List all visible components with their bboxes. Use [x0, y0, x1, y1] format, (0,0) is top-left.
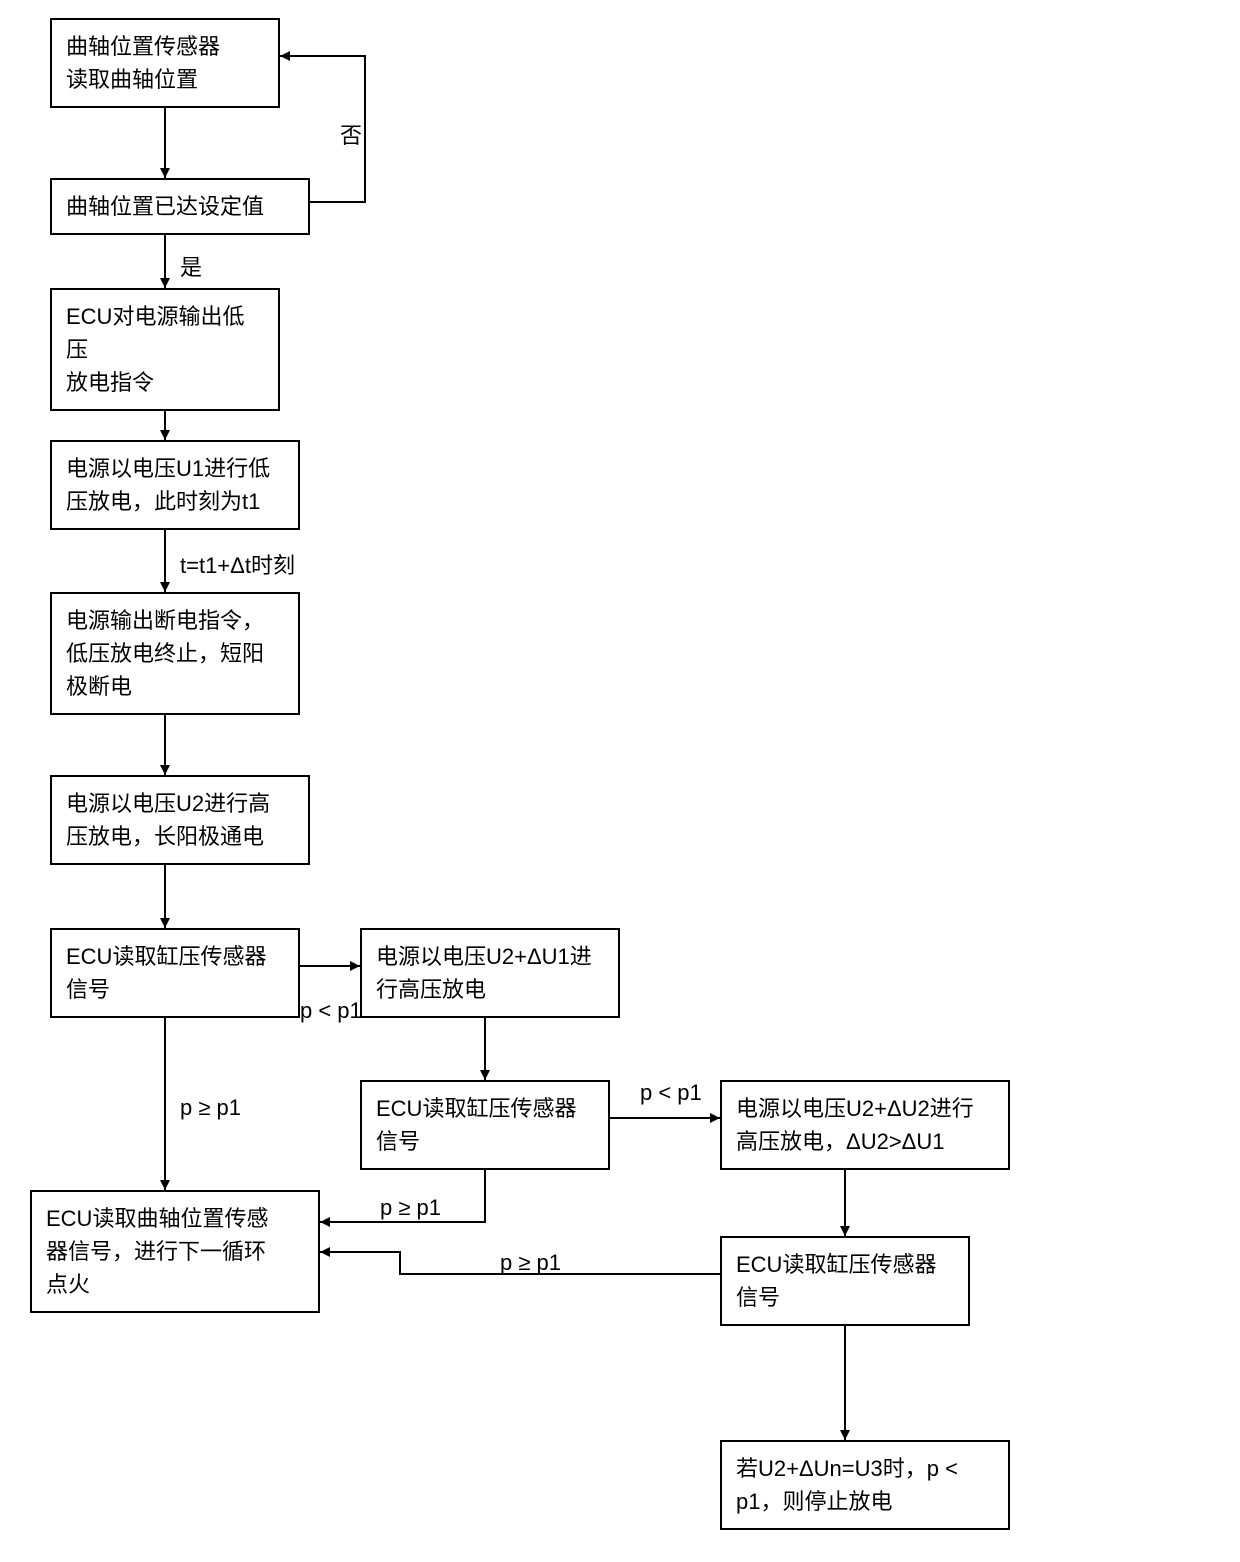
- flowchart-node-n12: ECU读取缸压传感器 信号: [720, 1236, 970, 1326]
- flowchart-node-n5: 电源输出断电指令， 低压放电终止，短阳 极断电: [50, 592, 300, 715]
- node-text: 曲轴位置传感器 读取曲轴位置: [66, 30, 220, 96]
- edge-label-n2-n3: 是: [180, 250, 202, 282]
- edge-label-n7-n9: p < p1: [300, 998, 362, 1024]
- flowchart-node-n2: 曲轴位置已达设定值: [50, 178, 310, 235]
- node-text: 曲轴位置已达设定值: [66, 190, 264, 223]
- edge-label-n7-n8: p ≥ p1: [180, 1095, 241, 1121]
- node-text: ECU读取缸压传感器 信号: [66, 940, 266, 1006]
- node-text: 若U2+ΔUn=U3时，p < p1，则停止放电: [736, 1452, 958, 1518]
- node-text: 电源输出断电指令， 低压放电终止，短阳 极断电: [66, 604, 264, 703]
- flowchart-node-n13: 若U2+ΔUn=U3时，p < p1，则停止放电: [720, 1440, 1010, 1530]
- node-text: 电源以电压U1进行低 压放电，此时刻为t1: [66, 452, 270, 518]
- flowchart-node-n10: ECU读取缸压传感器 信号: [360, 1080, 610, 1170]
- node-text: ECU读取缸压传感器 信号: [376, 1092, 576, 1158]
- flowchart-node-n3: ECU对电源输出低压 放电指令: [50, 288, 280, 411]
- node-text: 电源以电压U2+ΔU1进 行高压放电: [376, 940, 592, 1006]
- flowchart-node-n7: ECU读取缸压传感器 信号: [50, 928, 300, 1018]
- flowchart-node-n9: 电源以电压U2+ΔU1进 行高压放电: [360, 928, 620, 1018]
- edge-label-n12-n8: p ≥ p1: [500, 1250, 561, 1276]
- node-text: ECU读取缸压传感器 信号: [736, 1248, 936, 1314]
- flowchart-node-n6: 电源以电压U2进行高 压放电，长阳极通电: [50, 775, 310, 865]
- node-text: ECU对电源输出低压 放电指令: [66, 300, 264, 399]
- flowchart-node-n8: ECU读取曲轴位置传感 器信号，进行下一循环 点火: [30, 1190, 320, 1313]
- edge-label-n10-n11: p < p1: [640, 1080, 702, 1106]
- edge-label-n2-n1: 否: [340, 118, 362, 150]
- node-text: 电源以电压U2进行高 压放电，长阳极通电: [66, 787, 270, 853]
- node-text: 电源以电压U2+ΔU2进行 高压放电，ΔU2>ΔU1: [736, 1092, 974, 1158]
- flowchart-node-n4: 电源以电压U1进行低 压放电，此时刻为t1: [50, 440, 300, 530]
- edge-label-n10-n8: p ≥ p1: [380, 1195, 441, 1221]
- node-text: ECU读取曲轴位置传感 器信号，进行下一循环 点火: [46, 1202, 268, 1301]
- flowchart-node-n1: 曲轴位置传感器 读取曲轴位置: [50, 18, 280, 108]
- flowchart-node-n11: 电源以电压U2+ΔU2进行 高压放电，ΔU2>ΔU1: [720, 1080, 1010, 1170]
- edge-label-n4-n5: t=t1+Δt时刻: [180, 548, 295, 580]
